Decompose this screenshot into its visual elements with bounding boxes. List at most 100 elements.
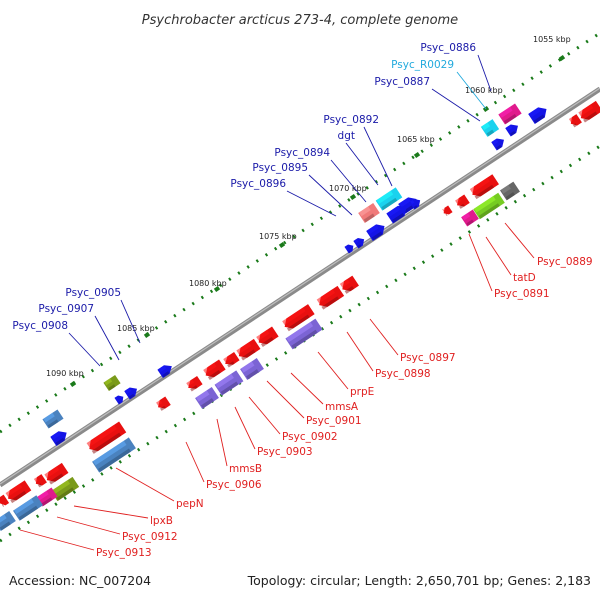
feature-cds-forward[interactable] — [528, 104, 550, 124]
feature-cds-forward[interactable] — [353, 235, 366, 249]
feature-cds-forward[interactable] — [157, 362, 174, 379]
feature-cds-forward[interactable] — [409, 196, 422, 210]
feature-cds-reverse[interactable] — [578, 100, 600, 123]
feature-steel[interactable] — [0, 511, 16, 531]
feature-body — [103, 374, 121, 392]
gene-label[interactable]: Psyc_0903 — [257, 446, 313, 458]
gene-label[interactable]: Psyc_R0029 — [391, 59, 454, 71]
feature-shade — [583, 111, 598, 123]
feature-green[interactable] — [473, 192, 505, 220]
genome-summary-text: Topology: circular; Length: 2,650,701 bp… — [247, 573, 591, 588]
feature-cds-reverse[interactable] — [568, 114, 582, 128]
gene-label[interactable]: Psyc_0901 — [306, 415, 362, 427]
feature-shine — [282, 307, 306, 326]
feature-cds-reverse[interactable] — [339, 275, 359, 295]
feature-cyan[interactable] — [375, 187, 403, 211]
feature-cds-reverse[interactable] — [185, 375, 203, 392]
gene-label[interactable]: Psyc_0906 — [206, 479, 262, 491]
feature-cds-reverse[interactable] — [155, 396, 171, 412]
gene-label[interactable]: Psyc_0912 — [122, 531, 178, 543]
feature-olive[interactable] — [50, 476, 80, 502]
gene-label[interactable]: Psyc_0902 — [282, 431, 338, 443]
feature-cds-reverse[interactable] — [441, 205, 453, 216]
feature-cds-reverse[interactable] — [316, 285, 345, 310]
feature-cds-reverse[interactable] — [236, 338, 261, 361]
feature-shade — [503, 113, 517, 124]
feature-rna[interactable] — [480, 119, 500, 137]
feature-shine — [51, 480, 71, 495]
feature-pink[interactable] — [461, 209, 479, 227]
feature-pink[interactable] — [36, 487, 58, 507]
gene-label[interactable]: Psyc_0894 — [274, 147, 330, 159]
feature-olive[interactable] — [103, 374, 121, 392]
feature-steel[interactable] — [92, 437, 136, 473]
gene-label[interactable]: Psyc_0897 — [400, 352, 456, 364]
feature-shade — [533, 114, 545, 124]
feature-steel[interactable] — [42, 409, 64, 429]
feature-shine — [0, 514, 7, 525]
gene-label[interactable]: Psyc_0898 — [375, 368, 431, 380]
feature-body — [240, 358, 264, 380]
feature-steel[interactable] — [13, 495, 43, 521]
gene-label[interactable]: lpxB — [150, 515, 173, 527]
gene-label[interactable]: Psyc_0913 — [96, 547, 152, 559]
gene-label[interactable]: Psyc_0907 — [38, 303, 94, 315]
feature-purple[interactable] — [214, 370, 244, 396]
feature-cds-forward[interactable] — [124, 385, 140, 400]
feature-cds-reverse[interactable] — [469, 174, 499, 200]
gene-label[interactable]: dgt — [338, 130, 355, 142]
feature-cds-reverse[interactable] — [281, 304, 315, 332]
feature-shade — [357, 244, 362, 248]
gene-label[interactable]: pepN — [176, 498, 204, 510]
feature-cds-forward[interactable] — [505, 122, 521, 137]
feature-cds-reverse[interactable] — [255, 326, 279, 347]
feature-body — [358, 203, 380, 223]
label-leader-line — [504, 222, 535, 259]
gene-label[interactable]: tatD — [513, 272, 536, 284]
feature-shade — [572, 123, 577, 128]
ruler-tick-label: 1090 kbp — [46, 369, 84, 378]
feature-grey[interactable] — [500, 181, 520, 201]
feature-cds-reverse[interactable] — [5, 480, 32, 504]
feature-cds-forward[interactable] — [50, 428, 69, 447]
feature-pseudo[interactable] — [358, 203, 380, 223]
accession-text: Accession: NC_007204 — [9, 573, 152, 588]
feature-purple[interactable] — [195, 387, 219, 409]
feature-cds-forward[interactable] — [344, 242, 355, 254]
gene-label[interactable]: mmsA — [325, 401, 359, 413]
feature-cds-forward[interactable] — [366, 221, 388, 241]
feature-cds-reverse[interactable] — [454, 194, 470, 210]
feature-cds-reverse[interactable] — [0, 494, 10, 508]
feature-cds-reverse[interactable] — [222, 351, 240, 368]
gene-label[interactable]: Psyc_0886 — [420, 42, 476, 54]
feature-shine — [578, 104, 594, 117]
gene-label[interactable]: Psyc_0892 — [323, 114, 379, 126]
gene-label[interactable]: Psyc_0908 — [12, 320, 68, 332]
feature-cds-reverse[interactable] — [202, 359, 226, 380]
feature-purple[interactable] — [240, 358, 264, 380]
gene-label[interactable]: Psyc_0895 — [252, 162, 308, 174]
feature-shine — [44, 466, 60, 479]
gene-label[interactable]: Psyc_0887 — [374, 76, 430, 88]
feature-body — [480, 119, 500, 137]
feature-shine — [286, 321, 314, 343]
feature-cds-reverse[interactable] — [86, 421, 127, 455]
label-leader-line — [248, 396, 281, 435]
gene-label[interactable]: mmsB — [229, 463, 262, 475]
gene-label[interactable]: Psyc_0896 — [230, 178, 286, 190]
feature-cds-forward[interactable] — [114, 393, 125, 405]
feature-purple[interactable] — [285, 318, 323, 350]
gene-label[interactable]: Psyc_0889 — [537, 256, 593, 268]
feature-shine — [316, 289, 336, 304]
feature-cds-forward[interactable] — [386, 202, 409, 224]
label-leader-line — [308, 174, 353, 216]
feature-cds-reverse[interactable] — [44, 462, 69, 485]
label-leader-line — [345, 142, 379, 186]
feature-cds-forward[interactable] — [491, 136, 507, 151]
feature-cds-reverse[interactable] — [33, 474, 47, 488]
feature-pink[interactable] — [498, 103, 522, 125]
feature-shine — [5, 483, 23, 497]
gene-label[interactable]: Psyc_0891 — [494, 288, 550, 300]
gene-label[interactable]: Psyc_0905 — [65, 287, 121, 299]
gene-label[interactable]: prpE — [350, 386, 374, 398]
